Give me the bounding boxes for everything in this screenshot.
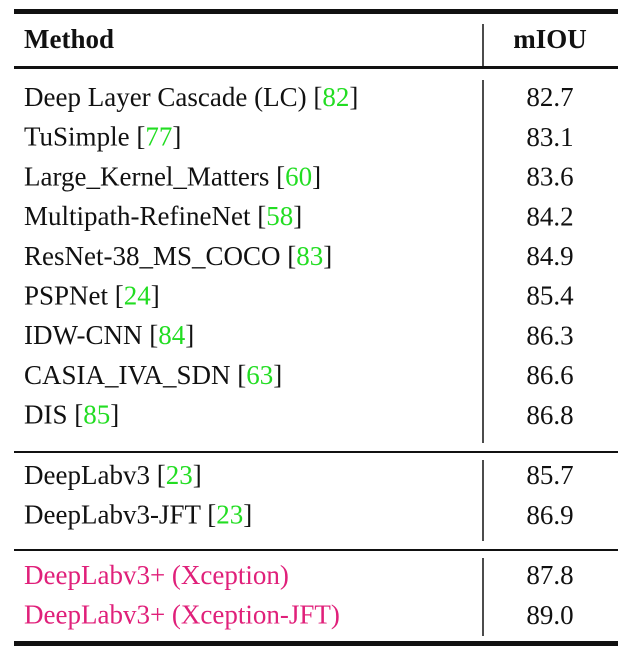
cite-bracket: [ [257,201,266,231]
cite-bracket: ] [312,162,321,192]
cite-number: 60 [285,162,312,192]
cite-bracket: [ [136,122,145,152]
miou-cell: 83.1 [526,122,573,152]
method-cell: TuSimple [77] [24,122,181,152]
cite-bracket: [ [276,162,285,192]
cite-bracket: [ [207,500,216,530]
cite-bracket: ] [293,201,302,231]
miou-cell: 87.8 [526,560,573,590]
cite-bracket: [ [74,400,83,430]
top-rule [14,9,618,14]
miou-cell: 85.7 [526,460,573,490]
method-cell: DeepLabv3+ (Xception-JFT) [24,600,340,630]
cite-bracket: ] [151,281,160,311]
method-name: CASIA_IVA_SDN [24,360,231,390]
cite-number: 24 [124,281,152,311]
group-rule [14,451,618,453]
miou-cell: 86.9 [526,500,573,530]
group-rule [14,549,618,551]
method-cell: CASIA_IVA_SDN [63] [24,360,282,390]
cite-bracket: [ [313,82,322,112]
header-rule [14,66,618,69]
miou-cell: 86.3 [526,320,573,350]
cite-number: 82 [322,82,349,112]
cite-bracket: ] [273,360,282,390]
cite-bracket: [ [237,360,246,390]
cite-number: 23 [166,460,193,490]
method-name: DeepLabv3+ (Xception-JFT) [24,600,340,630]
method-cell: Multipath-RefineNet [58] [24,201,302,231]
cite-bracket: ] [110,400,119,430]
miou-cell: 85.4 [526,281,574,311]
cite-bracket: ] [243,500,252,530]
miou-cell: 84.2 [526,201,573,231]
method-cell: ResNet-38_MS_COCO [83] [24,241,332,271]
method-name: Deep Layer Cascade (LC) [24,82,307,112]
method-cell: IDW-CNN [84] [24,320,194,350]
cite-number: 63 [246,360,273,390]
cite-bracket: ] [349,82,358,112]
method-name: PSPNet [24,281,109,311]
method-name: DeepLabv3-JFT [24,500,201,530]
cite-bracket: ] [323,241,332,271]
header-miou: mIOU [513,24,587,54]
cite-number: 58 [266,201,293,231]
method-name: ResNet-38_MS_COCO [24,241,281,271]
bottom-rule [14,641,618,646]
method-cell: DIS [85] [24,400,119,430]
miou-cell: 82.7 [526,82,573,112]
method-name: IDW-CNN [24,320,142,350]
miou-cell: 84.9 [526,241,573,271]
method-name: Large_Kernel_Matters [24,162,269,192]
method-cell: DeepLabv3-JFT [23] [24,500,252,530]
method-name: Multipath-RefineNet [24,201,251,231]
cite-bracket: [ [115,281,124,311]
method-cell: Deep Layer Cascade (LC) [82] [24,82,358,112]
cite-number: 77 [145,122,172,152]
method-name: DIS [24,400,68,430]
miou-cell: 83.6 [526,162,573,192]
method-name: TuSimple [24,122,130,152]
cite-number: 84 [158,320,186,350]
cite-bracket: [ [157,460,166,490]
cite-bracket: ] [193,460,202,490]
miou-cell: 86.8 [526,400,573,430]
method-cell: DeepLabv3 [23] [24,460,202,490]
cite-bracket: ] [185,320,194,350]
miou-cell: 86.6 [526,360,573,390]
method-cell: PSPNet [24] [24,281,160,311]
cite-bracket: [ [287,241,296,271]
miou-cell: 89.0 [526,600,573,630]
header-method: Method [24,24,114,54]
cite-bracket: ] [172,122,181,152]
method-name: DeepLabv3+ (Xception) [24,560,289,590]
cite-bracket: [ [149,320,158,350]
cite-number: 83 [296,241,323,271]
method-cell: DeepLabv3+ (Xception) [24,560,289,590]
cite-number: 23 [216,500,243,530]
method-cell: Large_Kernel_Matters [60] [24,162,321,192]
cite-number: 85 [83,400,110,430]
method-name: DeepLabv3 [24,460,150,490]
